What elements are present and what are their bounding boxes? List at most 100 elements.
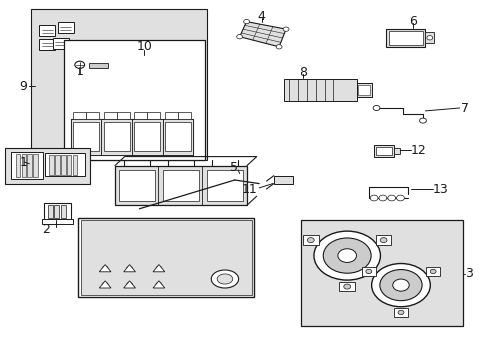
Bar (31, 9, 206, 160)
Ellipse shape (387, 195, 395, 201)
Bar (339, 282, 354, 291)
Ellipse shape (102, 266, 108, 270)
Ellipse shape (365, 269, 371, 274)
Bar (39, 25, 55, 36)
Bar (48, 205, 53, 218)
Bar (81, 220, 251, 295)
Bar (55, 155, 60, 175)
Bar (33, 154, 38, 177)
Ellipse shape (396, 195, 404, 201)
Text: 13: 13 (431, 183, 447, 195)
Bar (361, 267, 375, 276)
Bar (71, 119, 193, 155)
Bar (54, 205, 59, 218)
Polygon shape (153, 265, 164, 272)
Bar (425, 32, 433, 43)
Bar (134, 112, 147, 119)
Bar (178, 112, 190, 119)
Bar (86, 112, 99, 119)
Bar (165, 122, 190, 151)
Bar (375, 235, 390, 245)
Polygon shape (99, 265, 111, 272)
Ellipse shape (429, 269, 435, 274)
Bar (67, 155, 71, 175)
Ellipse shape (369, 195, 377, 201)
Ellipse shape (211, 270, 238, 288)
Text: 10: 10 (136, 40, 152, 53)
Bar (373, 145, 393, 157)
Text: 12: 12 (409, 144, 425, 157)
Bar (117, 112, 129, 119)
Ellipse shape (283, 27, 288, 31)
Bar (393, 148, 399, 154)
Bar (283, 79, 356, 101)
Polygon shape (123, 281, 135, 288)
Bar (21, 154, 26, 177)
Ellipse shape (217, 274, 232, 284)
Bar (61, 155, 65, 175)
Bar (27, 154, 32, 177)
Ellipse shape (426, 36, 432, 40)
Bar (356, 83, 371, 97)
Bar (119, 170, 155, 201)
Bar (163, 170, 199, 201)
Ellipse shape (236, 35, 242, 39)
Ellipse shape (156, 266, 162, 270)
Bar (78, 218, 254, 297)
Bar (103, 122, 129, 151)
Text: 11: 11 (241, 183, 257, 195)
Bar (165, 112, 178, 119)
Bar (73, 122, 99, 151)
Bar (162, 119, 193, 155)
Bar (89, 63, 107, 68)
Bar (147, 112, 160, 119)
Ellipse shape (371, 264, 429, 307)
Bar (386, 29, 425, 47)
Ellipse shape (276, 45, 282, 49)
Polygon shape (153, 281, 164, 288)
Bar (103, 112, 117, 119)
Bar (49, 155, 54, 175)
Ellipse shape (397, 310, 403, 315)
Polygon shape (239, 22, 285, 47)
Bar (39, 39, 55, 50)
Ellipse shape (372, 105, 379, 111)
Ellipse shape (243, 19, 249, 24)
Ellipse shape (102, 282, 108, 287)
Ellipse shape (126, 266, 132, 270)
Ellipse shape (307, 238, 314, 243)
Text: 1: 1 (20, 156, 27, 168)
Bar (53, 38, 69, 49)
Ellipse shape (378, 195, 386, 201)
Polygon shape (123, 265, 135, 272)
Bar (300, 220, 462, 326)
Bar (273, 176, 293, 184)
Text: 3: 3 (465, 267, 472, 280)
Text: 4: 4 (257, 10, 265, 23)
Bar (5, 148, 90, 184)
Text: 2: 2 (42, 223, 50, 236)
Bar (102, 119, 132, 155)
Ellipse shape (419, 118, 426, 123)
Bar (73, 112, 86, 119)
Bar (63, 40, 205, 160)
Bar (71, 119, 102, 155)
Bar (426, 267, 439, 276)
Ellipse shape (75, 61, 84, 68)
Bar (134, 122, 160, 151)
Ellipse shape (126, 282, 132, 287)
Bar (45, 153, 84, 176)
Text: 7: 7 (460, 102, 468, 114)
Bar (358, 85, 369, 95)
Text: 9: 9 (20, 80, 27, 93)
Bar (58, 22, 74, 33)
Bar (303, 235, 318, 245)
Bar (11, 152, 42, 179)
Bar (61, 205, 65, 218)
Bar (206, 170, 243, 201)
Text: 8: 8 (299, 66, 306, 78)
Ellipse shape (323, 238, 370, 273)
Ellipse shape (379, 270, 421, 301)
Bar (41, 219, 73, 224)
Ellipse shape (343, 284, 350, 289)
